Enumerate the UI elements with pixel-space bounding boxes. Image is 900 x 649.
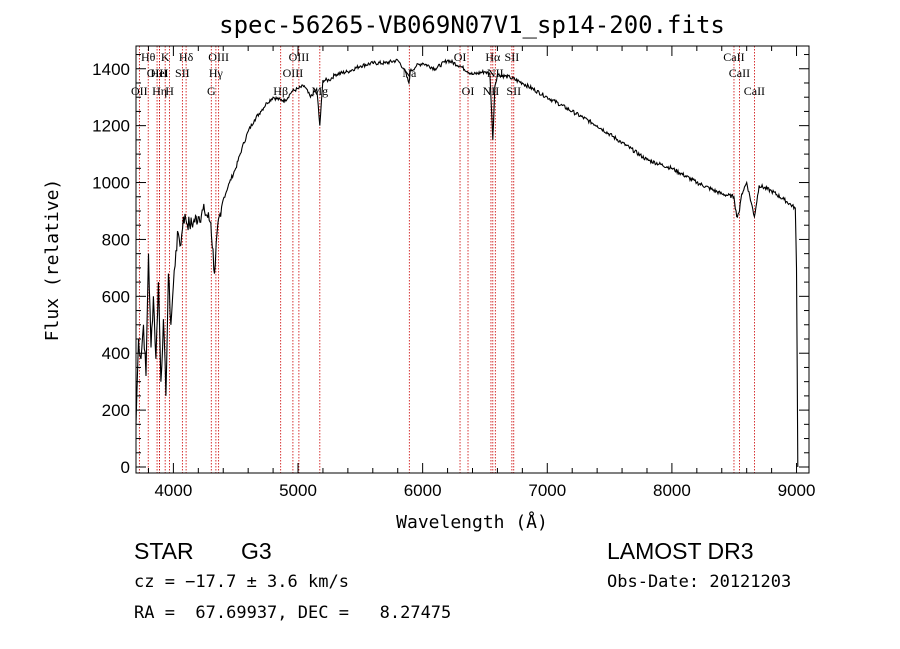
spectrum-series-flux: [135, 58, 799, 468]
line-label: OI: [454, 50, 467, 64]
line-label: OIII: [147, 66, 168, 80]
line-label: Hθ: [141, 50, 156, 64]
survey-name: LAMOST DR3: [607, 538, 754, 564]
y-tick-label: 800: [102, 230, 130, 249]
chart-title: spec-56265-VB069N07V1_sp14-200.fits: [219, 11, 725, 39]
x-axis: 4000 5000 6000 7000 8000 9000: [147, 46, 816, 500]
line-label: Hα: [485, 50, 501, 64]
line-label: CaII: [729, 66, 750, 80]
line-label: H: [165, 84, 174, 98]
y-axis-label: Flux (relative): [42, 179, 63, 342]
spectral-subclass: G3: [241, 538, 272, 564]
y-tick-label: 600: [102, 287, 130, 306]
line-label: Hγ: [209, 66, 224, 80]
line-label: Mg: [311, 84, 328, 98]
line-label: CaII: [723, 50, 744, 64]
line-label: K: [161, 50, 170, 64]
y-tick-label: 0: [121, 458, 130, 477]
line-label: SII: [175, 66, 190, 80]
line-label: OIII: [289, 50, 310, 64]
line-label: SII: [506, 84, 521, 98]
line-label: Hη: [152, 84, 167, 98]
line-label: OII: [131, 84, 148, 98]
y-tick-label: 1400: [92, 60, 130, 79]
x-tick-label: 6000: [404, 481, 442, 500]
y-tick-label: 1000: [92, 174, 130, 193]
y-tick-label: 1200: [92, 117, 130, 136]
y-axis: 0 200 400 600 800 1000 1200 1400: [92, 54, 809, 477]
x-tick-label: 5000: [279, 481, 317, 500]
line-label: OIII: [208, 50, 229, 64]
plot-frame: [135, 45, 810, 474]
line-label: Hβ: [273, 84, 288, 98]
line-label: Hδ: [179, 50, 194, 64]
x-tick-label: 8000: [653, 481, 691, 500]
redshift-cz: cz = −17.7 ± 3.6 km/s: [134, 572, 349, 592]
x-tick-label: 7000: [528, 481, 566, 500]
line-label: CaII: [744, 84, 765, 98]
line-markers: [138, 46, 755, 473]
coordinates: RA = 67.69937, DEC = 8.27475: [134, 603, 452, 623]
y-tick-label: 200: [102, 401, 130, 420]
x-tick-label: 4000: [154, 481, 192, 500]
line-label: G: [207, 84, 216, 98]
line-label: OIII: [283, 66, 304, 80]
object-class: STAR: [134, 538, 194, 564]
x-tick-label: 9000: [778, 481, 816, 500]
line-label: OI: [462, 84, 475, 98]
observation-date: Obs-Date: 20121203: [607, 572, 792, 592]
line-label: SII: [505, 50, 520, 64]
x-axis-label: Wavelength (Å): [396, 511, 548, 533]
line-label: HeI: [151, 66, 169, 80]
y-tick-label: 400: [102, 344, 130, 363]
